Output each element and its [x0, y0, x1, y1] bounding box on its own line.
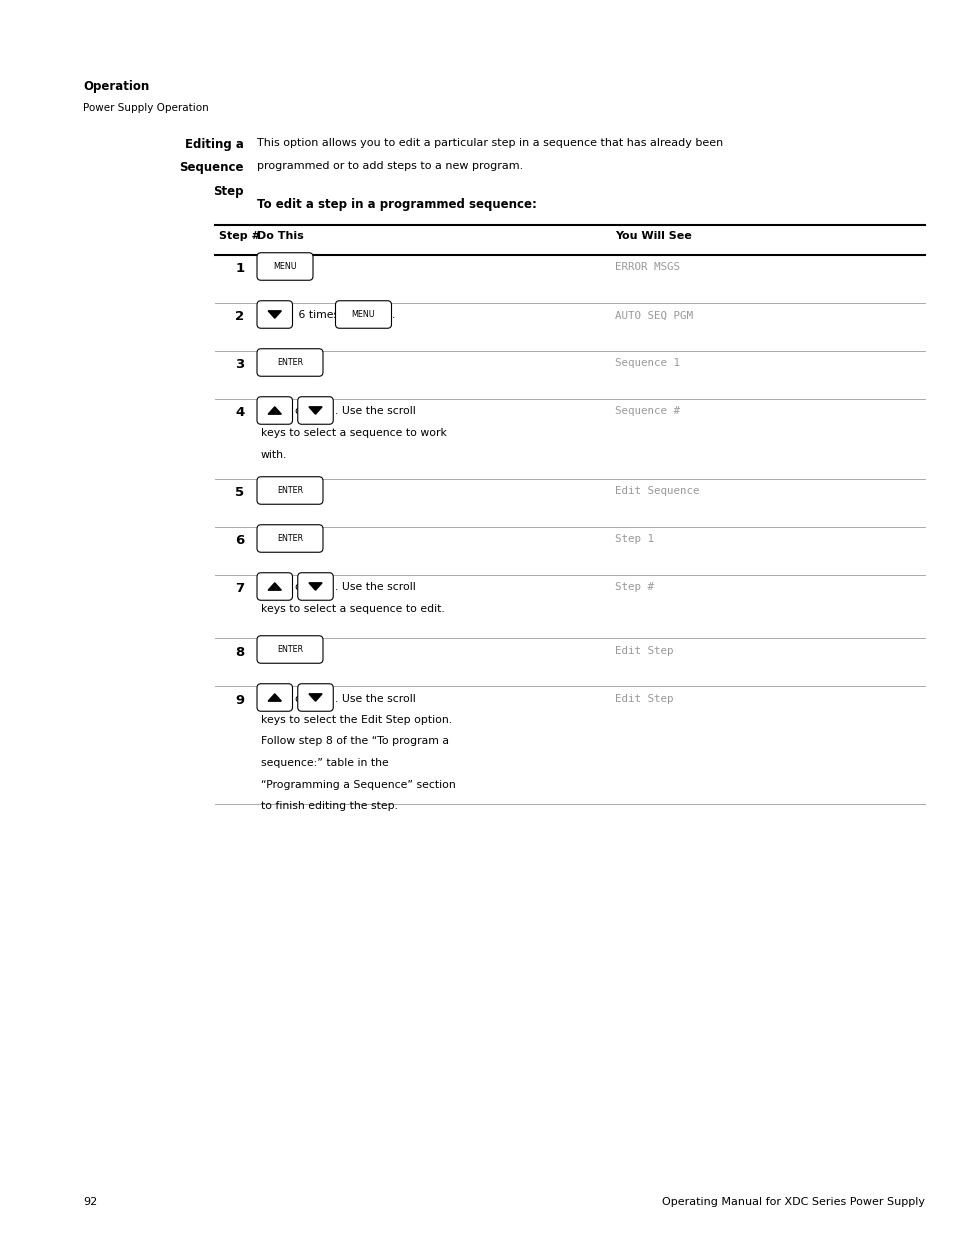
FancyBboxPatch shape [256, 253, 313, 280]
Text: 6 times or: 6 times or [295, 310, 354, 321]
FancyBboxPatch shape [256, 348, 323, 377]
Text: Operating Manual for XDC Series Power Supply: Operating Manual for XDC Series Power Su… [661, 1197, 924, 1207]
Text: or: or [294, 694, 305, 704]
Text: Do This: Do This [256, 231, 303, 241]
Text: Edit Step: Edit Step [615, 694, 673, 704]
FancyBboxPatch shape [256, 636, 323, 663]
Text: keys to select a sequence to edit.: keys to select a sequence to edit. [261, 604, 444, 614]
Text: “Programming a Sequence” section: “Programming a Sequence” section [261, 779, 456, 789]
FancyBboxPatch shape [256, 573, 293, 600]
Text: 2: 2 [235, 310, 244, 324]
FancyBboxPatch shape [297, 573, 333, 600]
Text: To edit a step in a programmed sequence:: To edit a step in a programmed sequence: [256, 198, 537, 211]
Text: to finish editing the step.: to finish editing the step. [261, 802, 397, 811]
Text: sequence:” table in the: sequence:” table in the [261, 758, 388, 768]
Polygon shape [309, 694, 322, 701]
Text: 7: 7 [235, 583, 244, 595]
Text: . Use the scroll: . Use the scroll [335, 583, 416, 593]
Text: Step #: Step # [615, 583, 654, 593]
Text: 3: 3 [235, 358, 244, 372]
FancyBboxPatch shape [335, 301, 391, 329]
Text: Edit Step: Edit Step [615, 646, 673, 656]
Text: 5: 5 [235, 487, 244, 499]
Text: Sequence 1: Sequence 1 [615, 358, 679, 368]
FancyBboxPatch shape [256, 396, 293, 425]
Text: . Use the scroll: . Use the scroll [335, 694, 416, 704]
Text: You Will See: You Will See [615, 231, 691, 241]
FancyBboxPatch shape [297, 684, 333, 711]
Text: 6: 6 [235, 535, 244, 547]
Text: keys to select a sequence to work: keys to select a sequence to work [261, 429, 446, 438]
Polygon shape [309, 406, 322, 414]
Text: Step 1: Step 1 [615, 535, 654, 545]
Text: .: . [391, 310, 395, 321]
Text: Power Supply Operation: Power Supply Operation [83, 103, 209, 112]
Text: Sequence: Sequence [179, 162, 244, 174]
Text: ENTER: ENTER [276, 487, 303, 495]
FancyBboxPatch shape [256, 477, 323, 504]
Text: Editing a: Editing a [185, 138, 244, 151]
Text: MENU: MENU [352, 310, 375, 319]
Polygon shape [268, 583, 281, 590]
FancyBboxPatch shape [256, 301, 293, 329]
Polygon shape [268, 406, 281, 414]
Text: keys to select the Edit Step option.: keys to select the Edit Step option. [261, 715, 452, 725]
Text: with.: with. [261, 450, 287, 459]
Text: Operation: Operation [83, 80, 149, 93]
Text: programmed or to add steps to a new program.: programmed or to add steps to a new prog… [256, 162, 522, 172]
Text: . Use the scroll: . Use the scroll [335, 406, 416, 416]
Text: 1: 1 [235, 263, 244, 275]
Text: ENTER: ENTER [276, 534, 303, 543]
Polygon shape [268, 694, 281, 701]
Text: Sequence #: Sequence # [615, 406, 679, 416]
Text: Step: Step [213, 185, 244, 198]
Text: This option allows you to edit a particular step in a sequence that has already : This option allows you to edit a particu… [256, 138, 722, 148]
Text: or: or [294, 406, 305, 416]
Text: ERROR MSGS: ERROR MSGS [615, 263, 679, 273]
Text: Step #: Step # [219, 231, 261, 241]
Text: 92: 92 [83, 1197, 97, 1207]
Text: 4: 4 [235, 406, 244, 420]
Text: AUTO SEQ PGM: AUTO SEQ PGM [615, 310, 692, 321]
FancyBboxPatch shape [297, 396, 333, 425]
FancyBboxPatch shape [256, 684, 293, 711]
Text: 9: 9 [235, 694, 244, 706]
Text: Follow step 8 of the “To program a: Follow step 8 of the “To program a [261, 736, 449, 746]
FancyBboxPatch shape [256, 525, 323, 552]
Text: ENTER: ENTER [276, 645, 303, 655]
Text: or: or [294, 583, 305, 593]
Text: Edit Sequence: Edit Sequence [615, 487, 699, 496]
Text: 8: 8 [235, 646, 244, 658]
Text: MENU: MENU [273, 262, 296, 270]
Polygon shape [268, 311, 281, 319]
Polygon shape [309, 583, 322, 590]
Text: ENTER: ENTER [276, 358, 303, 367]
